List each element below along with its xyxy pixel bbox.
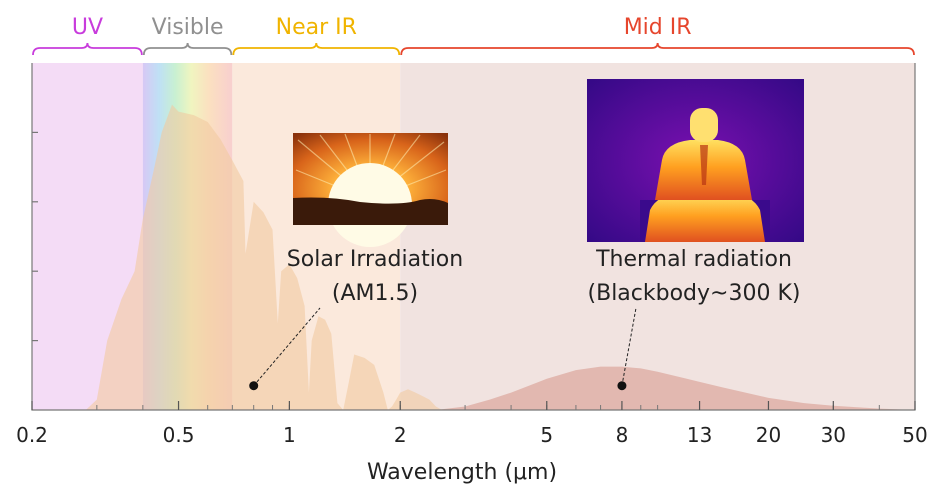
annotation-subtitle-0: (AM1.5) [332, 281, 418, 306]
band-label-3: Mid IR [624, 15, 692, 40]
band-brace-0 [32, 42, 143, 56]
annotation-marker-1 [617, 381, 627, 391]
series-area-0 [85, 104, 466, 410]
annotation-leader-0 [253, 307, 321, 387]
axes-lines [31, 63, 916, 411]
sunset-image [293, 133, 448, 247]
annotations: Solar Irradiation (AM1.5) Thermal radiatio… [249, 247, 801, 391]
band-brace-3 [400, 42, 915, 56]
x-axis-label: Wavelength (μm) [367, 460, 557, 485]
plot-frame [31, 63, 916, 411]
band-label-2: Near IR [276, 15, 357, 40]
x-tick-label-1: 0.5 [163, 423, 195, 447]
annotation-leader-1 [621, 307, 637, 386]
x-tick-label-3: 2 [394, 423, 407, 447]
series-layer [85, 104, 915, 410]
x-tick-label-2: 1 [283, 423, 296, 447]
x-tick-label-9: 50 [902, 423, 927, 447]
x-tick-label-5: 8 [616, 423, 629, 447]
band-labels: UV Visible Near IR Mid IR [32, 15, 915, 56]
annotation-subtitle-1: (Blackbody~300 K) [588, 281, 801, 306]
x-tick-label-8: 30 [821, 423, 846, 447]
x-tick-label-6: 13 [687, 423, 712, 447]
x-tick-label-7: 20 [756, 423, 781, 447]
annotation-title-1: Thermal radiation [595, 247, 792, 272]
x-axis-ticks: 0.2 0.5 1 2 5 8 13 20 30 50 [16, 401, 928, 447]
thermal-image [587, 79, 804, 242]
band-brace-2 [232, 42, 401, 56]
annotation-title-0: Solar Irradiation [287, 247, 463, 272]
band-label-0: UV [72, 15, 103, 40]
x-tick-label-4: 5 [540, 423, 553, 447]
series-area-1 [435, 366, 915, 410]
annotation-marker-0 [249, 381, 259, 391]
band-brace-1 [142, 42, 233, 56]
x-tick-label-0: 0.2 [16, 423, 48, 447]
band-label-1: Visible [152, 15, 224, 40]
